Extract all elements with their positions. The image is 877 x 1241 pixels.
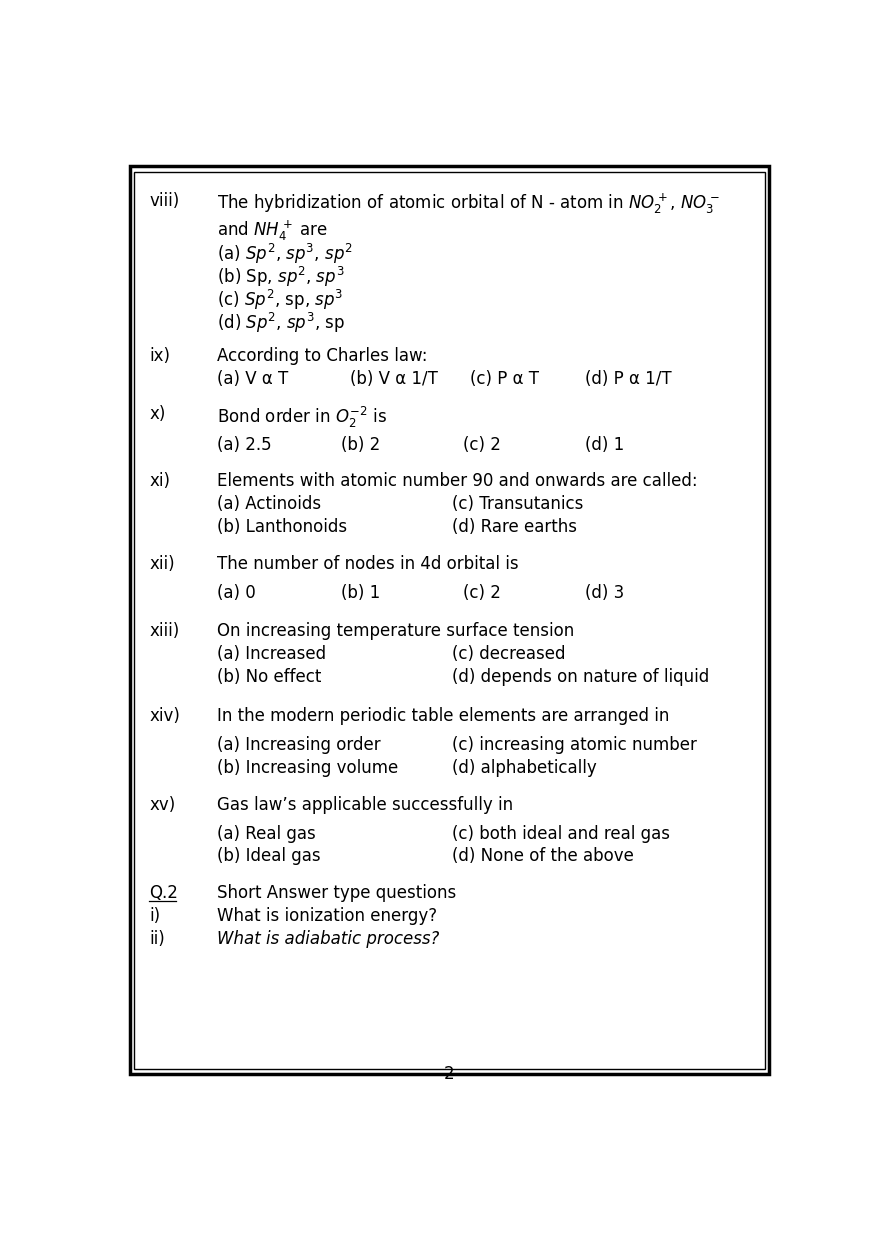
Text: (d) 1: (d) 1 <box>586 436 624 454</box>
Text: (b) 1: (b) 1 <box>341 583 380 602</box>
Text: (b) Ideal gas: (b) Ideal gas <box>217 848 321 865</box>
Text: (c) both ideal and real gas: (c) both ideal and real gas <box>452 824 669 843</box>
Text: (c) $Sp^2$, sp, $sp^3$: (c) $Sp^2$, sp, $sp^3$ <box>217 288 343 311</box>
Text: (c) Transutanics: (c) Transutanics <box>452 495 583 513</box>
Text: xv): xv) <box>149 795 175 814</box>
Text: (c) 2: (c) 2 <box>463 583 501 602</box>
Text: (c) P α T: (c) P α T <box>470 370 538 387</box>
Text: Q.2: Q.2 <box>149 884 178 902</box>
Text: In the modern periodic table elements are arranged in: In the modern periodic table elements ar… <box>217 707 669 725</box>
Text: (a) Real gas: (a) Real gas <box>217 824 316 843</box>
Text: xiii): xiii) <box>149 622 179 640</box>
Text: (a) $Sp^2$, $sp^3$, $sp^2$: (a) $Sp^2$, $sp^3$, $sp^2$ <box>217 242 353 266</box>
Text: (c) decreased: (c) decreased <box>452 645 565 663</box>
Text: (b) 2: (b) 2 <box>341 436 380 454</box>
Text: (d) 3: (d) 3 <box>586 583 624 602</box>
Text: What is adiabatic process?: What is adiabatic process? <box>217 930 439 948</box>
Text: (a) Increasing order: (a) Increasing order <box>217 736 381 753</box>
Text: (a) 2.5: (a) 2.5 <box>217 436 272 454</box>
Text: (b) Sp, $sp^2$, $sp^3$: (b) Sp, $sp^2$, $sp^3$ <box>217 264 345 289</box>
Text: and $NH_4^+$ are: and $NH_4^+$ are <box>217 218 328 243</box>
Text: (d) P α 1/T: (d) P α 1/T <box>586 370 672 387</box>
Text: ix): ix) <box>149 346 170 365</box>
Text: (b) V α 1/T: (b) V α 1/T <box>350 370 438 387</box>
Text: (a) Increased: (a) Increased <box>217 645 326 663</box>
Text: xi): xi) <box>149 472 170 490</box>
Text: xii): xii) <box>149 555 175 573</box>
Text: (d) depends on nature of liquid: (d) depends on nature of liquid <box>452 668 709 686</box>
Text: (b) No effect: (b) No effect <box>217 668 321 686</box>
Text: Short Answer type questions: Short Answer type questions <box>217 884 456 902</box>
Text: (c) increasing atomic number: (c) increasing atomic number <box>452 736 696 753</box>
Text: (c) 2: (c) 2 <box>463 436 501 454</box>
Text: The hybridization of atomic orbital of N - atom in $NO_2^+$, $NO_3^-$: The hybridization of atomic orbital of N… <box>217 192 720 216</box>
Text: On increasing temperature surface tension: On increasing temperature surface tensio… <box>217 622 574 640</box>
Text: (a) Actinoids: (a) Actinoids <box>217 495 321 513</box>
Text: (b) Increasing volume: (b) Increasing volume <box>217 758 398 777</box>
Text: xiv): xiv) <box>149 707 180 725</box>
Text: ii): ii) <box>149 930 165 948</box>
Text: (d) None of the above: (d) None of the above <box>452 848 633 865</box>
Text: The number of nodes in 4d orbital is: The number of nodes in 4d orbital is <box>217 555 518 573</box>
Text: x): x) <box>149 405 166 423</box>
Text: viii): viii) <box>149 192 179 210</box>
Text: (a) 0: (a) 0 <box>217 583 256 602</box>
Text: What is ionization energy?: What is ionization energy? <box>217 907 437 925</box>
Text: Gas law’s applicable successfully in: Gas law’s applicable successfully in <box>217 795 513 814</box>
Text: i): i) <box>149 907 160 925</box>
Text: (a) V α T: (a) V α T <box>217 370 289 387</box>
Text: (d) Rare earths: (d) Rare earths <box>452 517 576 536</box>
Text: Bond order in $O_2^{-2}$ is: Bond order in $O_2^{-2}$ is <box>217 405 387 431</box>
Text: (d) alphabetically: (d) alphabetically <box>452 758 596 777</box>
FancyBboxPatch shape <box>130 166 769 1073</box>
Text: 2: 2 <box>444 1066 455 1083</box>
Text: Elements with atomic number 90 and onwards are called:: Elements with atomic number 90 and onwar… <box>217 472 697 490</box>
Text: (d) $Sp^2$, $sp^3$, sp: (d) $Sp^2$, $sp^3$, sp <box>217 310 345 335</box>
Text: According to Charles law:: According to Charles law: <box>217 346 427 365</box>
Text: (b) Lanthonoids: (b) Lanthonoids <box>217 517 347 536</box>
